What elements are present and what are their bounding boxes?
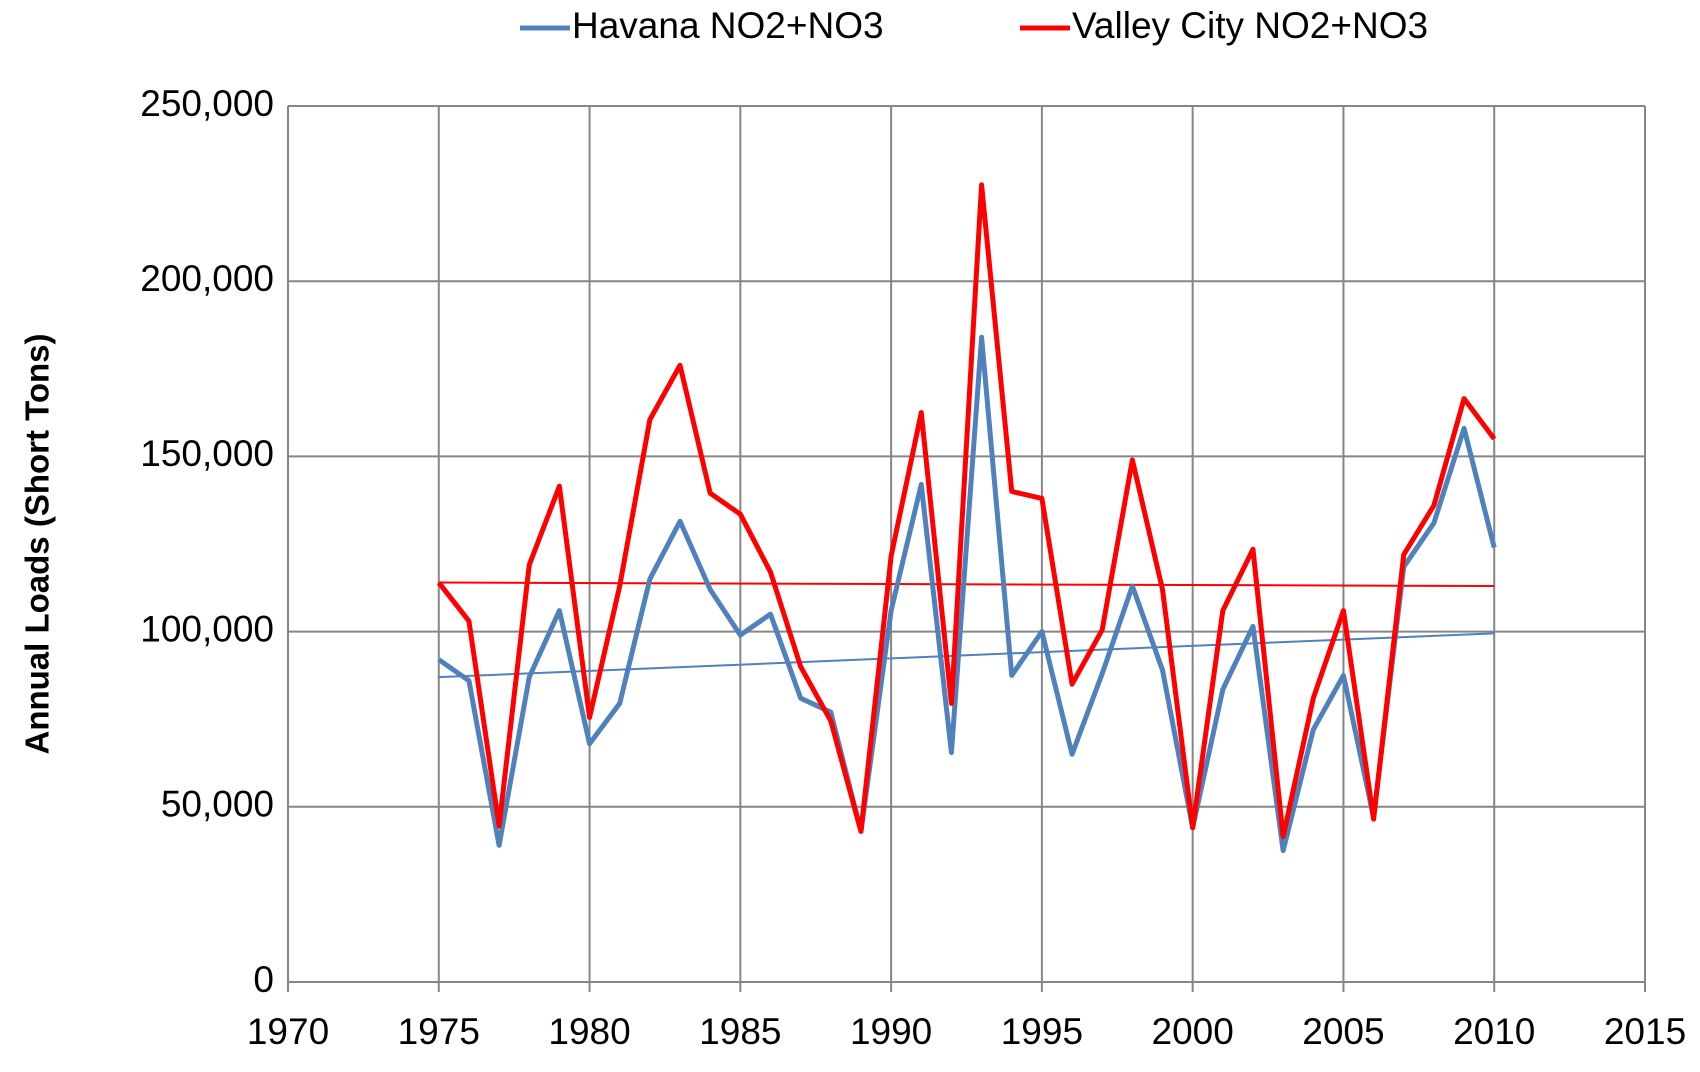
x-tick-label: 1970 xyxy=(247,1011,329,1052)
y-axis-label: Annual Loads (Short Tons) xyxy=(19,333,56,754)
x-tick-label: 1980 xyxy=(548,1011,630,1052)
y-tick-label: 50,000 xyxy=(161,784,274,825)
y-tick-label: 0 xyxy=(253,959,274,1000)
legend-label: Havana NO2+NO3 xyxy=(572,5,884,46)
x-tick-label: 2005 xyxy=(1302,1011,1384,1052)
legend-label: Valley City NO2+NO3 xyxy=(1072,5,1428,46)
y-tick-label: 150,000 xyxy=(140,433,274,474)
y-tick-label: 250,000 xyxy=(140,83,274,124)
x-tick-label: 1975 xyxy=(398,1011,480,1052)
x-tick-label: 2000 xyxy=(1152,1011,1234,1052)
x-tick-label: 1985 xyxy=(699,1011,781,1052)
series-line xyxy=(436,182,1497,840)
y-tick-label: 200,000 xyxy=(140,258,274,299)
x-tick-label: 1995 xyxy=(1001,1011,1083,1052)
trend-line xyxy=(438,581,1495,588)
series-line xyxy=(437,334,1497,854)
x-tick-label: 2015 xyxy=(1604,1011,1686,1052)
trend-line xyxy=(438,632,1495,679)
x-tick-label: 1990 xyxy=(850,1011,932,1052)
x-tick-label: 2010 xyxy=(1453,1011,1535,1052)
y-tick-label: 100,000 xyxy=(140,608,274,649)
